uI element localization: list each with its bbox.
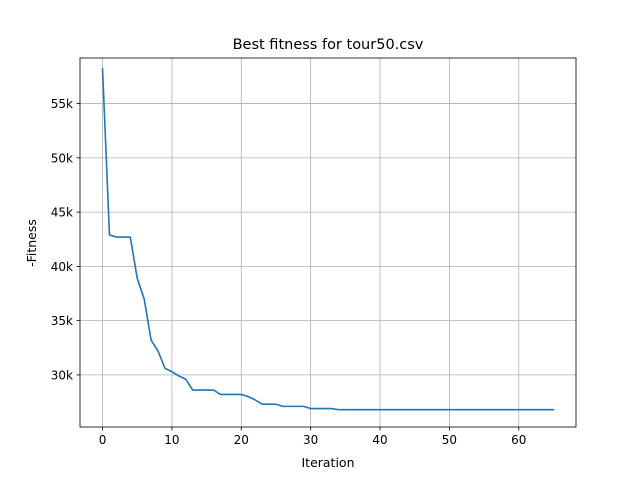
x-tick-label: 30 — [303, 433, 318, 447]
series-layer — [101, 68, 555, 411]
x-tick-label: 0 — [99, 433, 107, 447]
y-tick-label: 50k — [51, 151, 73, 165]
y-tick-label: 30k — [51, 368, 73, 382]
x-tick-label: 20 — [234, 433, 249, 447]
x-tick-label: 50 — [442, 433, 457, 447]
fitness-series-line — [101, 68, 555, 411]
y-axis-label: -Fitness — [24, 219, 39, 267]
y-tick-label: 45k — [51, 206, 73, 220]
x-tick-label: 60 — [511, 433, 526, 447]
y-tick-label: 40k — [51, 260, 73, 274]
axes-frame — [79, 57, 577, 428]
y-tick-label: 35k — [51, 314, 73, 328]
y-axis-ticks: 30k 35k 40k 45k 50k 55k — [51, 97, 80, 382]
chart-title: Best fitness for tour50.csv — [233, 37, 424, 53]
y-tick-label: 55k — [51, 97, 73, 111]
x-axis-ticks: 0 10 20 30 40 50 60 — [99, 427, 526, 447]
x-tick-label: 40 — [372, 433, 387, 447]
x-tick-label: 10 — [164, 433, 179, 447]
grid — [80, 58, 576, 427]
x-axis-label: Iteration — [301, 455, 354, 470]
